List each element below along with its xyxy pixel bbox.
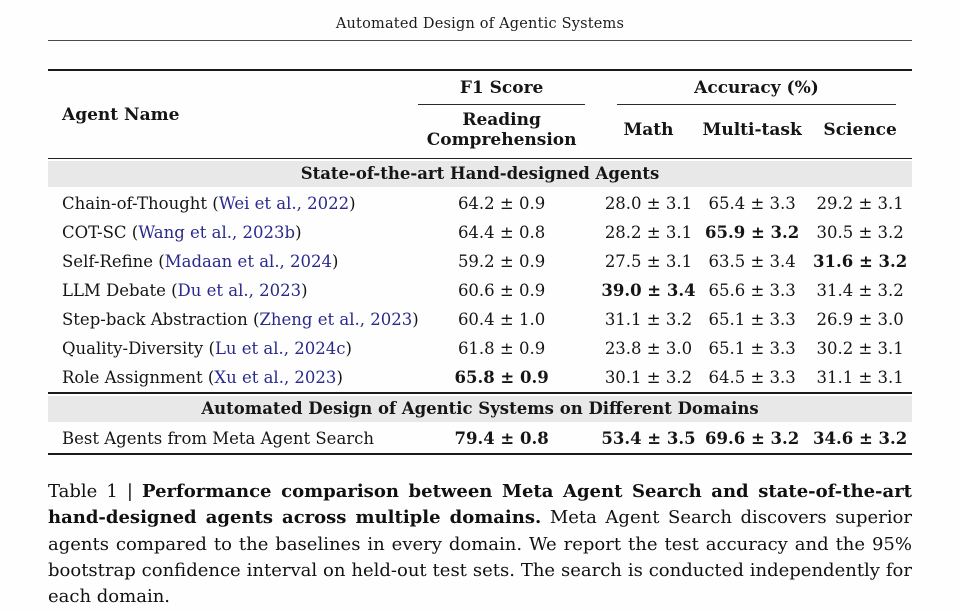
metric-value: 79.4 ± 0.8 [454, 429, 549, 448]
agent-name-cell: Role Assignment (Xu et al., 2023) [62, 368, 343, 387]
metric-value: 30.5 ± 3.2 [816, 223, 904, 242]
column-header-reading-comprehension: Reading Comprehension [402, 105, 601, 159]
table-row: Step-back Abstraction (Zheng et al., 202… [48, 305, 912, 334]
metric-value: 63.5 ± 3.4 [708, 252, 796, 271]
metric-value: 65.9 ± 3.2 [705, 223, 800, 242]
metric-value: 30.1 ± 3.2 [604, 368, 693, 387]
table-caption: Table 1 | Performance comparison between… [48, 479, 912, 610]
agent-name-cell: Step-back Abstraction (Zheng et al., 202… [62, 310, 419, 329]
metric-value: 34.6 ± 3.2 [813, 429, 908, 448]
citation-link[interactable]: Zheng et al., 2023 [259, 310, 413, 329]
running-header: Automated Design of Agentic Systems [335, 16, 625, 32]
table-row: Best Agents from Meta Agent Search 79.4 ±… [48, 424, 912, 454]
metric-value: 31.4 ± 3.2 [816, 281, 904, 300]
metric-value: 39.0 ± 3.4 [601, 281, 696, 300]
group-header-f1-score: F1 Score [418, 77, 585, 105]
citation-link[interactable]: Wei et al., 2022 [218, 194, 350, 213]
metric-value: 61.8 ± 0.9 [457, 339, 546, 358]
group-header-f1-cell: F1 Score [402, 70, 601, 105]
agent-name: COT-SC [62, 223, 127, 242]
agent-name: Chain-of-Thought [62, 194, 208, 213]
metric-value: 31.1 ± 3.2 [604, 310, 693, 329]
metric-value: 64.5 ± 3.3 [708, 368, 796, 387]
metric-value: 23.8 ± 3.0 [604, 339, 693, 358]
metric-value: 60.6 ± 0.9 [457, 281, 546, 300]
column-header-math: Math [600, 105, 696, 159]
agent-name-cell: Quality-Diversity (Lu et al., 2024c) [62, 339, 352, 358]
results-table: Agent Name F1 Score Accuracy (%) Reading… [48, 69, 912, 455]
caption-title: Performance comparison between Meta Agen… [48, 481, 912, 529]
metric-value: 65.4 ± 3.3 [708, 194, 796, 213]
table-row: Role Assignment (Xu et al., 2023) 65.8 ± … [48, 363, 912, 393]
column-header-multi-task: Multi-task [695, 105, 809, 159]
metric-value: 30.2 ± 3.1 [816, 339, 904, 358]
section-title-meta-agent-search: Automated Design of Agentic Systems on D… [48, 396, 912, 422]
metric-value: 65.1 ± 3.3 [708, 339, 796, 358]
metric-value: 53.4 ± 3.5 [601, 429, 696, 448]
metric-value: 28.2 ± 3.1 [604, 223, 693, 242]
column-header-agent-name: Agent Name [48, 70, 403, 159]
section-meta-agent-search: Automated Design of Agentic Systems on D… [48, 392, 912, 454]
agent-name: Best Agents from Meta Agent Search [62, 429, 375, 448]
group-header-accuracy: Accuracy (%) [616, 77, 896, 105]
metric-value: 60.4 ± 1.0 [457, 310, 546, 329]
metric-value: 26.9 ± 3.0 [816, 310, 904, 329]
metric-value: 27.5 ± 3.1 [604, 252, 693, 271]
metric-value: 65.8 ± 0.9 [454, 368, 549, 387]
table-row: Quality-Diversity (Lu et al., 2024c) 61.8… [48, 334, 912, 363]
table-header: Agent Name F1 Score Accuracy (%) Reading… [48, 70, 912, 159]
header-rule [48, 40, 912, 41]
agent-name: Self-Refine [62, 252, 154, 271]
citation-link[interactable]: Lu et al., 2024c [214, 339, 346, 358]
agent-name-cell: LLM Debate (Du et al., 2023) [62, 281, 308, 300]
agent-name: LLM Debate [62, 281, 166, 300]
agent-name-cell: Chain-of-Thought (Wei et al., 2022) [62, 194, 356, 213]
table-row: Chain-of-Thought (Wei et al., 2022) 64.2 … [48, 189, 912, 218]
citation-link[interactable]: Madaan et al., 2024 [164, 252, 333, 271]
citation-link[interactable]: Du et al., 2023 [177, 281, 302, 300]
citation-link[interactable]: Wang et al., 2023b [138, 223, 296, 242]
agent-name-cell: COT-SC (Wang et al., 2023b) [62, 223, 302, 242]
metric-value: 28.0 ± 3.1 [604, 194, 693, 213]
agent-name: Quality-Diversity [62, 339, 204, 358]
agent-name: Step-back Abstraction [62, 310, 248, 329]
agent-name-cell: Self-Refine (Madaan et al., 2024) [62, 252, 339, 271]
agent-name: Role Assignment [62, 368, 203, 387]
section-title-hand-designed: State-of-the-art Hand-designed Agents [48, 161, 912, 187]
agent-name-cell: Best Agents from Meta Agent Search [48, 424, 402, 454]
citation-link[interactable]: Xu et al., 2023 [214, 368, 337, 387]
metric-value: 69.6 ± 3.2 [705, 429, 800, 448]
metric-value: 59.2 ± 0.9 [457, 252, 546, 271]
table-row: LLM Debate (Du et al., 2023) 60.6 ± 0.9 39… [48, 276, 912, 305]
metric-value: 64.4 ± 0.8 [457, 223, 546, 242]
metric-value: 65.1 ± 3.3 [708, 310, 796, 329]
metric-value: 31.1 ± 3.1 [816, 368, 904, 387]
column-header-science: Science [808, 105, 912, 159]
metric-value: 31.6 ± 3.2 [813, 252, 908, 271]
metric-value: 29.2 ± 3.1 [816, 194, 904, 213]
metric-value: 64.2 ± 0.9 [457, 194, 546, 213]
group-header-accuracy-cell: Accuracy (%) [601, 70, 912, 105]
metric-value: 65.6 ± 3.3 [708, 281, 796, 300]
table-row: Self-Refine (Madaan et al., 2024) 59.2 ± … [48, 247, 912, 276]
table-row: COT-SC (Wang et al., 2023b) 64.4 ± 0.8 28.… [48, 218, 912, 247]
section-hand-designed: State-of-the-art Hand-designed Agents Ch… [48, 159, 912, 394]
caption-label: Table 1 | [48, 481, 143, 502]
